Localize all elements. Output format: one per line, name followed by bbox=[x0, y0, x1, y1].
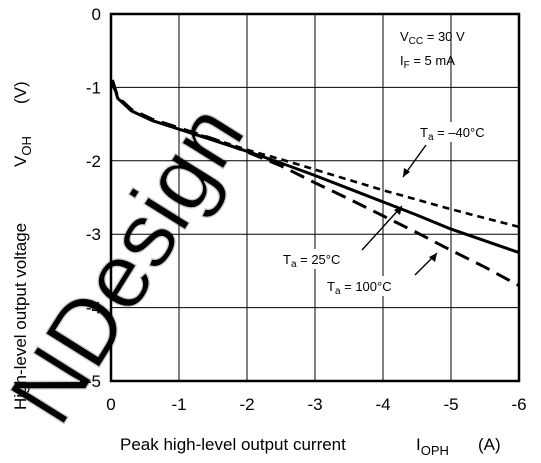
condition-if: IF = 5 mA bbox=[400, 53, 455, 71]
y-tick-label: -2 bbox=[86, 152, 101, 171]
label-ta-minus40: Ta = –40°C bbox=[420, 125, 485, 143]
y-axis-symbol-sub: OH bbox=[19, 136, 34, 156]
x-tick-label: -5 bbox=[443, 395, 458, 414]
x-tick-label: -3 bbox=[307, 395, 322, 414]
watermark: NDesign bbox=[0, 87, 264, 440]
y-axis-symbol: V bbox=[11, 155, 30, 167]
arrowhead-ta-minus40 bbox=[403, 168, 410, 177]
x-tick-label: -2 bbox=[239, 395, 254, 414]
y-axis-label: High-level output voltage VOH (V) bbox=[11, 81, 34, 410]
series-lines bbox=[110, 79, 520, 287]
x-axis-label: Peak high-level output current IOPH (A) bbox=[120, 435, 501, 458]
arrow-ta-25 bbox=[361, 205, 403, 251]
label-ta-25: Ta = 25°C bbox=[283, 252, 340, 270]
y-tick-label: 0 bbox=[92, 5, 101, 24]
y-tick-label: -5 bbox=[86, 372, 101, 391]
x-tick-label: 0 bbox=[106, 395, 115, 414]
plot-frame bbox=[109, 12, 521, 383]
y-axis-label-text: High-level output voltage bbox=[11, 223, 30, 410]
series-annotations: Ta = –40°C Ta = 25°C Ta = 100°C bbox=[281, 122, 512, 297]
arrowhead-ta-100 bbox=[429, 253, 437, 262]
label-ta-100: Ta = 100°C bbox=[327, 279, 392, 297]
series-line-2 bbox=[110, 79, 520, 287]
y-tick-label: -4 bbox=[86, 299, 101, 318]
annotation-bg bbox=[418, 122, 512, 142]
x-axis-symbol: I bbox=[416, 435, 421, 454]
x-axis-unit: (A) bbox=[478, 435, 501, 454]
x-tick-labels: 0 -1 -2 -3 -4 -5 -6 bbox=[106, 395, 526, 414]
arrowhead-ta-25 bbox=[394, 206, 402, 215]
condition-vcc: VCC = 30 V bbox=[400, 29, 465, 47]
y-tick-labels: 0 -1 -2 -3 -4 -5 bbox=[86, 5, 101, 391]
x-tick-label: -4 bbox=[375, 395, 390, 414]
x-axis-symbol-sub: OPH bbox=[421, 443, 449, 458]
x-tick-label: -1 bbox=[171, 395, 186, 414]
x-tick-label: -6 bbox=[511, 395, 526, 414]
y-tick-label: -1 bbox=[86, 78, 101, 97]
series-line-1 bbox=[110, 79, 520, 255]
y-tick-label: -3 bbox=[86, 225, 101, 244]
x-axis-label-text: Peak high-level output current bbox=[120, 435, 346, 454]
y-axis-unit: (V) bbox=[11, 81, 30, 104]
annotation-bg bbox=[281, 249, 361, 269]
annotation-bg bbox=[325, 276, 419, 296]
